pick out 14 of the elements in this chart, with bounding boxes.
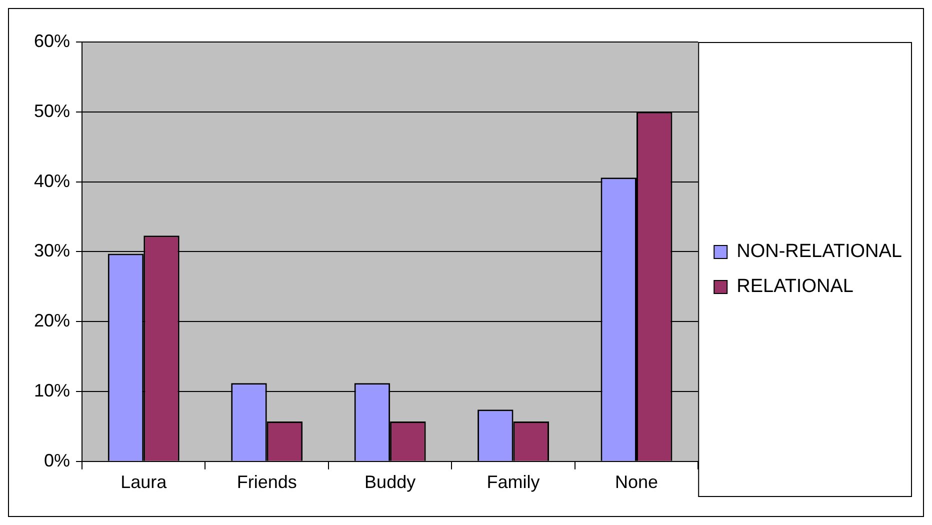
x-tick-label: Laura [120, 472, 168, 492]
x-tick-label: None [614, 472, 658, 492]
legend-label: NON-RELATIONAL [736, 241, 902, 262]
y-tick-label: 40% [34, 170, 70, 191]
y-tick-label: 20% [34, 310, 70, 331]
y-tick-label: 10% [34, 380, 70, 400]
x-tick-label: Friends [236, 472, 297, 492]
y-tick-label: 60% [34, 30, 70, 51]
legend-label: RELATIONAL [736, 276, 854, 298]
y-tick-label: 0% [44, 450, 70, 470]
x-tick-label: Buddy [364, 472, 416, 492]
y-tick-label: 50% [34, 100, 70, 121]
y-tick-label: 30% [34, 240, 70, 261]
x-tick-label: Family [486, 472, 540, 492]
